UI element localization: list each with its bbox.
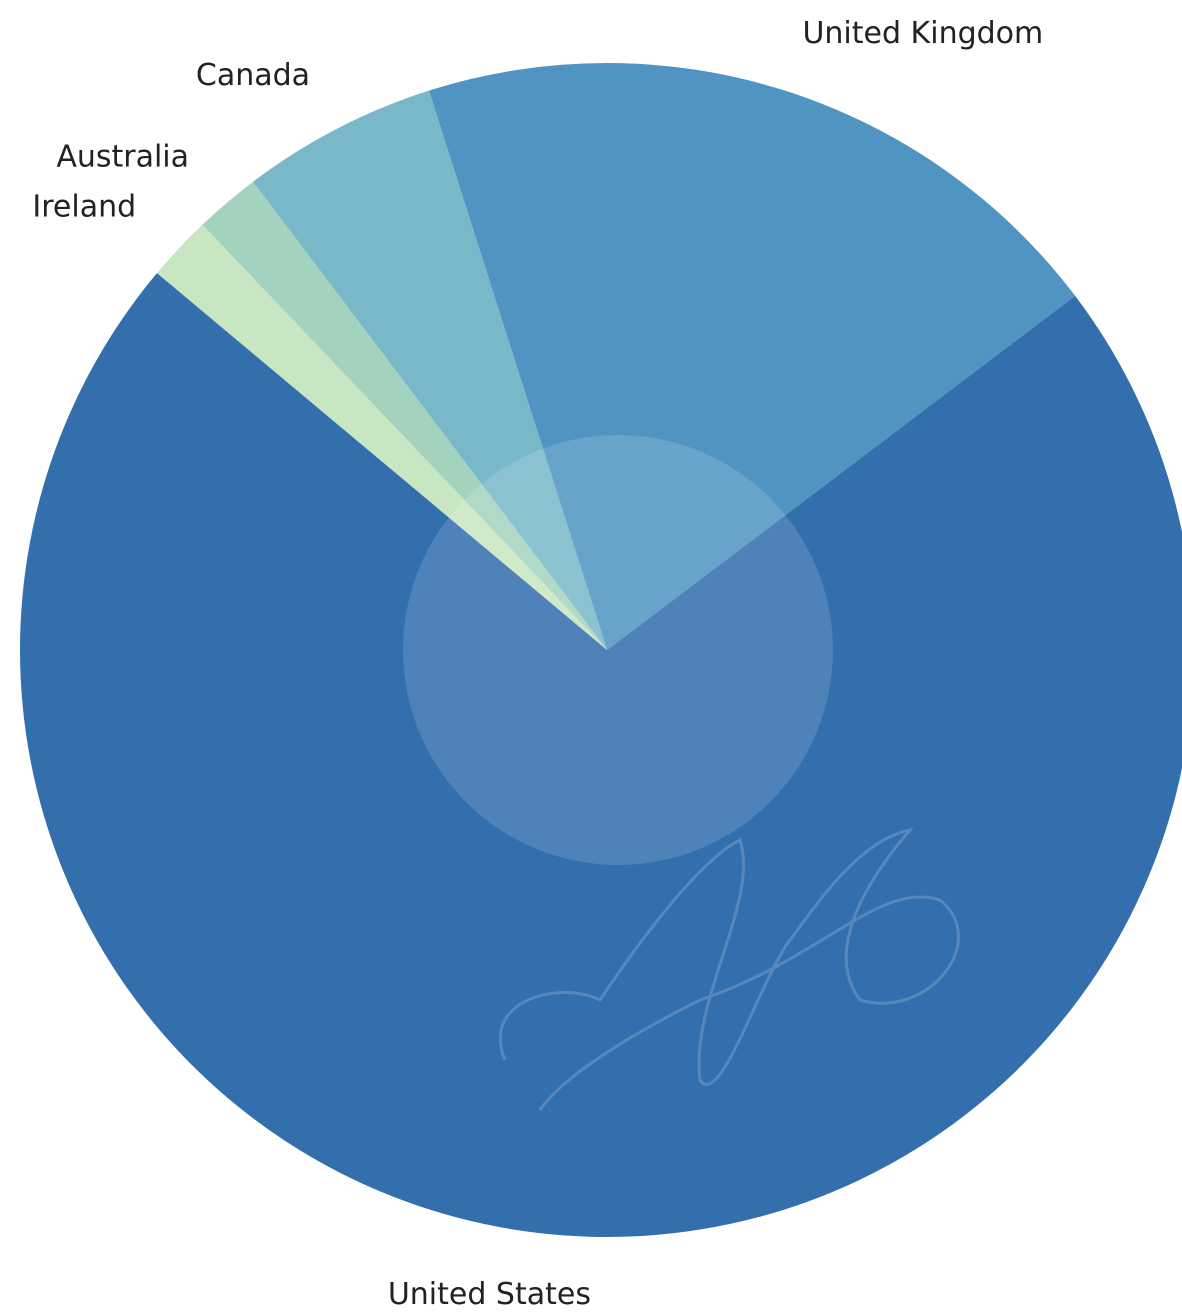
pie-slice — [252, 90, 607, 650]
pie-slice — [156, 224, 608, 650]
pie — [20, 62, 1182, 1237]
slice-label: Ireland — [32, 190, 136, 225]
slice-label: Australia — [56, 139, 189, 174]
slice-label: Canada — [196, 58, 310, 93]
pie-slice — [20, 273, 1182, 1237]
pie-slice — [428, 62, 1076, 650]
slice-label: United States — [388, 1277, 591, 1312]
pie-slice — [202, 181, 607, 650]
signature — [498, 827, 960, 1111]
center-disc — [403, 435, 833, 865]
slice-label: United Kingdom — [802, 16, 1043, 51]
